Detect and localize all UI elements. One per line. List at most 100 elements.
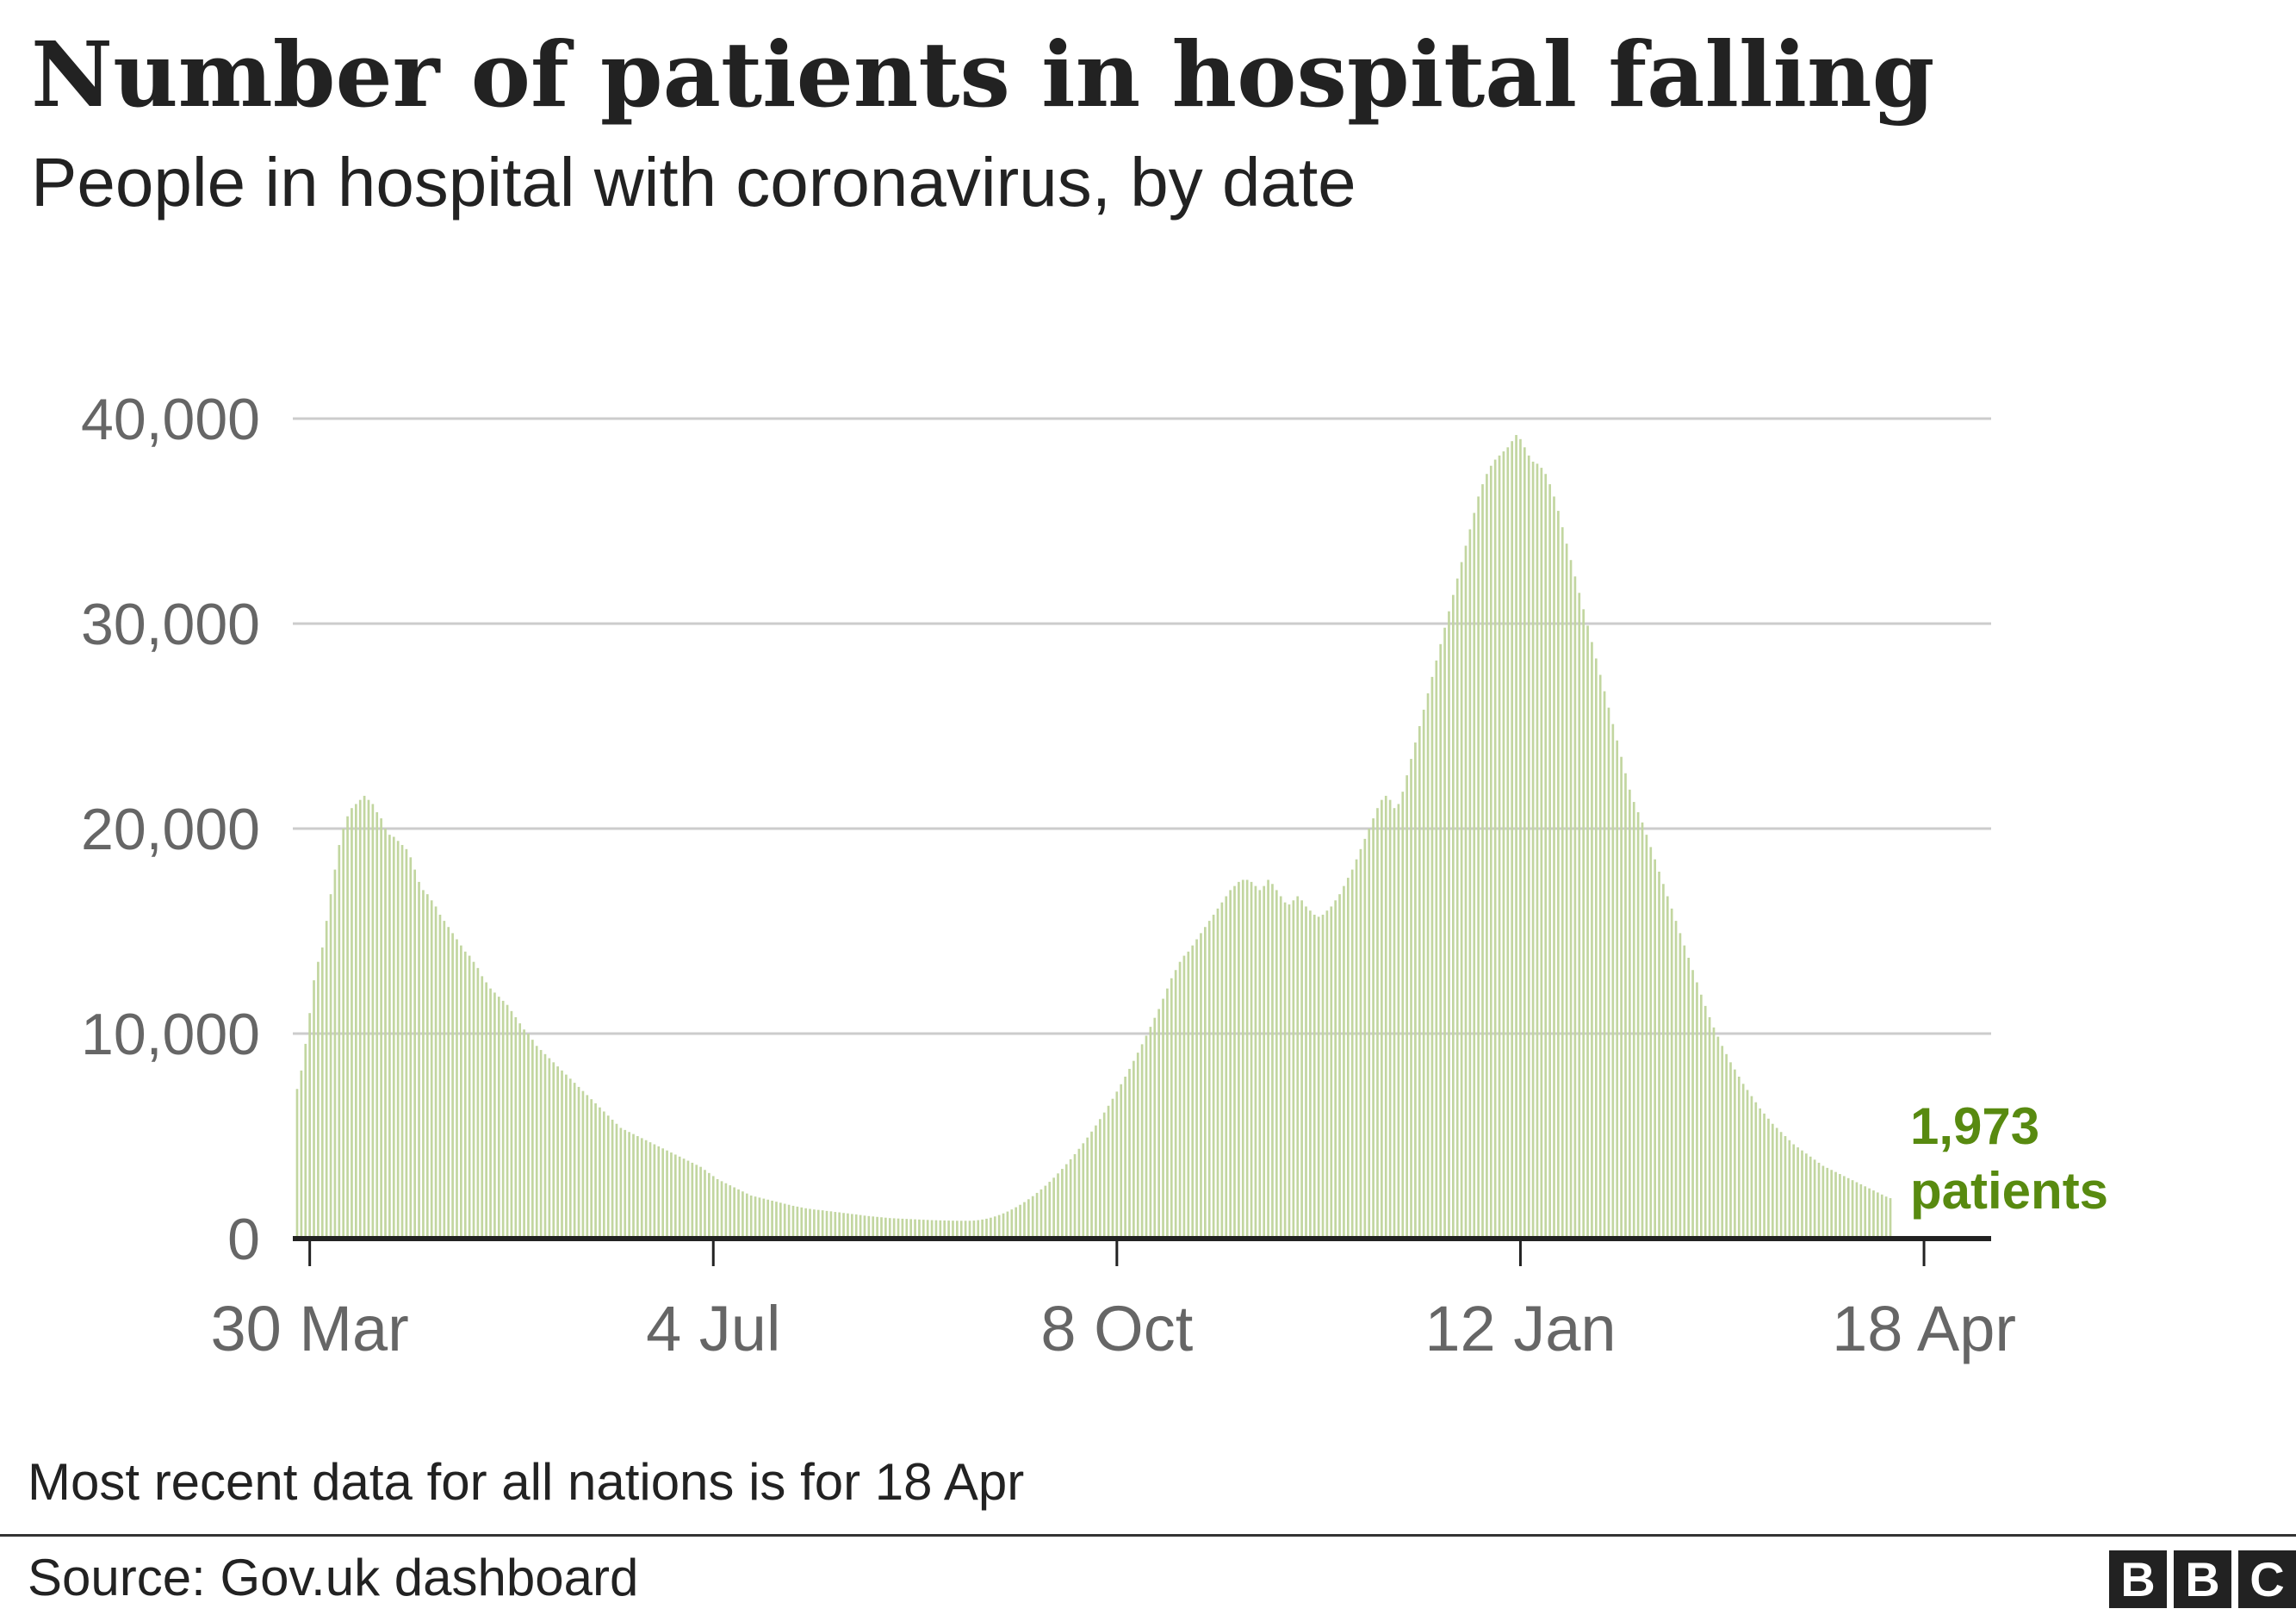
x-tick-label: 18 Apr bbox=[1832, 1293, 2016, 1364]
bar bbox=[1368, 829, 1371, 1239]
bar bbox=[632, 1134, 635, 1239]
bar bbox=[821, 1210, 824, 1239]
bar bbox=[791, 1205, 795, 1239]
bar bbox=[1725, 1053, 1728, 1239]
bar bbox=[640, 1138, 643, 1239]
x-tick-label: 30 Mar bbox=[210, 1293, 408, 1364]
bar bbox=[351, 808, 353, 1239]
y-tick-label: 0 bbox=[227, 1207, 260, 1272]
bar bbox=[1788, 1140, 1791, 1239]
bar bbox=[456, 939, 458, 1239]
bar bbox=[1250, 881, 1253, 1239]
bar bbox=[1204, 927, 1207, 1239]
bar bbox=[872, 1216, 875, 1239]
bar bbox=[749, 1196, 753, 1239]
bar bbox=[1430, 676, 1434, 1239]
bar bbox=[704, 1170, 706, 1239]
bar bbox=[922, 1220, 925, 1239]
bar bbox=[1452, 594, 1455, 1239]
bar bbox=[775, 1202, 778, 1239]
bars bbox=[295, 435, 1892, 1239]
bar bbox=[1321, 914, 1325, 1239]
bar bbox=[463, 951, 467, 1239]
bar bbox=[720, 1181, 723, 1239]
bar bbox=[1233, 885, 1236, 1239]
bar bbox=[1102, 1112, 1106, 1239]
logo-letter-b2: B bbox=[2174, 1550, 2231, 1608]
bar bbox=[926, 1220, 929, 1239]
bar bbox=[333, 869, 337, 1239]
bar bbox=[990, 1217, 992, 1239]
bar bbox=[678, 1156, 681, 1239]
bar bbox=[1746, 1090, 1749, 1239]
bar bbox=[1523, 447, 1526, 1239]
bar bbox=[1784, 1136, 1787, 1239]
bar bbox=[1174, 970, 1177, 1239]
bar bbox=[1372, 818, 1374, 1239]
chart-title: Number of patients in hospital falling bbox=[31, 22, 1935, 127]
x-tick-label: 8 Oct bbox=[1040, 1293, 1193, 1364]
bar bbox=[1140, 1044, 1144, 1239]
bar bbox=[1868, 1188, 1871, 1239]
bar bbox=[1880, 1194, 1883, 1239]
bar bbox=[1207, 921, 1211, 1239]
bar bbox=[1178, 961, 1182, 1239]
bar bbox=[1670, 908, 1673, 1239]
bar bbox=[325, 921, 328, 1239]
bar bbox=[313, 980, 315, 1239]
bar bbox=[1573, 576, 1577, 1239]
bar bbox=[1540, 468, 1543, 1239]
bar bbox=[1095, 1125, 1097, 1239]
bar bbox=[1708, 1016, 1711, 1239]
y-axis-labels: 0 10,000 20,000 30,000 40,000 bbox=[81, 387, 260, 1272]
bar bbox=[952, 1221, 954, 1239]
bar bbox=[1292, 900, 1295, 1239]
bar bbox=[1486, 474, 1488, 1239]
bar bbox=[1296, 896, 1300, 1239]
bar bbox=[1263, 885, 1266, 1239]
bar bbox=[1439, 643, 1443, 1239]
bar bbox=[1737, 1076, 1741, 1239]
bar bbox=[1153, 1017, 1157, 1239]
bar bbox=[1712, 1027, 1716, 1239]
bar bbox=[1792, 1144, 1796, 1239]
bar bbox=[673, 1154, 677, 1239]
bar bbox=[939, 1220, 942, 1239]
bar bbox=[1048, 1182, 1052, 1239]
bar bbox=[1569, 560, 1573, 1239]
bar bbox=[1132, 1060, 1135, 1239]
bar bbox=[1687, 957, 1691, 1239]
bar bbox=[539, 1050, 543, 1239]
bar bbox=[1591, 642, 1593, 1239]
bar bbox=[1305, 906, 1307, 1239]
bar bbox=[993, 1216, 996, 1239]
bar bbox=[1464, 545, 1468, 1239]
bar bbox=[1275, 890, 1278, 1239]
bar bbox=[1607, 707, 1610, 1239]
bar bbox=[1666, 896, 1669, 1239]
bar bbox=[1561, 527, 1564, 1239]
bar bbox=[1830, 1170, 1833, 1239]
bar bbox=[577, 1086, 580, 1239]
annotation-value: 1,973 bbox=[1910, 1097, 2039, 1155]
bar bbox=[644, 1140, 648, 1239]
bar bbox=[1035, 1192, 1039, 1239]
bar bbox=[430, 900, 433, 1239]
bar bbox=[388, 835, 391, 1239]
bar bbox=[300, 1070, 303, 1239]
bar bbox=[813, 1209, 816, 1239]
bar bbox=[1632, 802, 1635, 1239]
bar bbox=[1805, 1153, 1808, 1239]
bar bbox=[1582, 609, 1585, 1239]
bar bbox=[1145, 1035, 1148, 1239]
bar bbox=[514, 1016, 518, 1239]
bar bbox=[1519, 438, 1522, 1239]
bar bbox=[531, 1040, 534, 1239]
bar bbox=[1448, 611, 1450, 1239]
bar bbox=[859, 1214, 862, 1239]
bar bbox=[1729, 1062, 1732, 1239]
bar bbox=[1502, 451, 1505, 1239]
bar bbox=[527, 1034, 530, 1239]
bar bbox=[1414, 742, 1417, 1239]
bar bbox=[1090, 1131, 1093, 1239]
